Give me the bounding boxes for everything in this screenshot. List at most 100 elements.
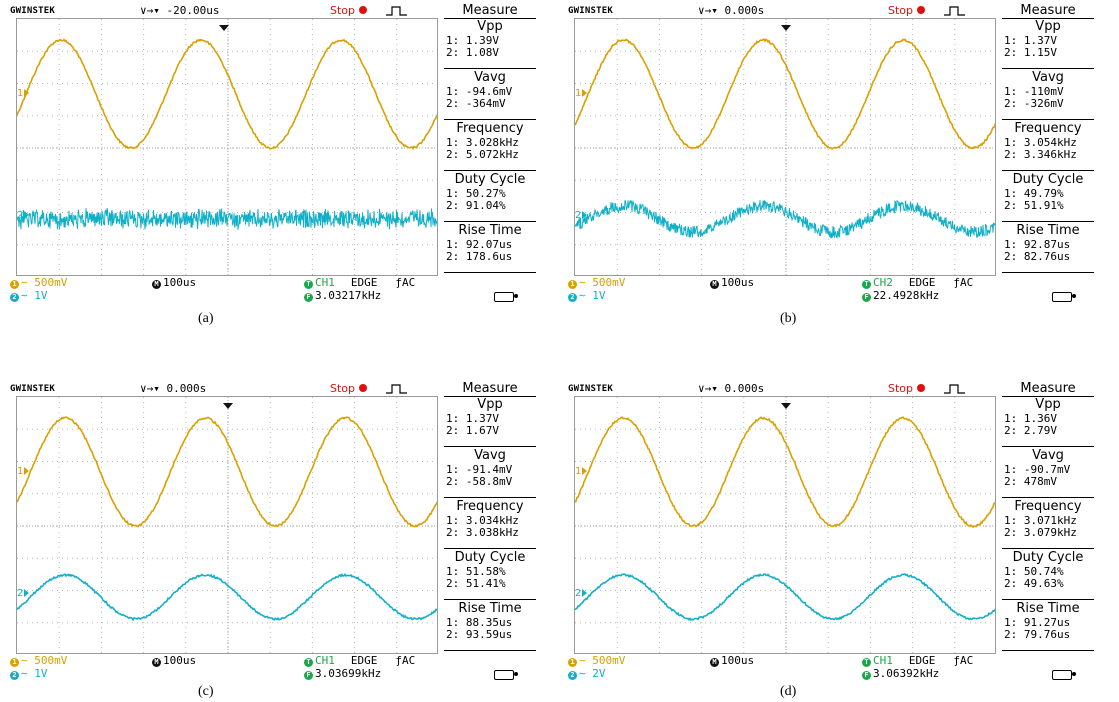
measure-item[interactable]: Duty Cycle 1: 49.79% 2: 51.91% <box>1002 172 1094 222</box>
measure-ch2-value: 2: 49.63% <box>1004 577 1064 590</box>
run-stop-status[interactable]: Stop <box>330 382 368 396</box>
trigger-source: CH2 <box>873 276 893 289</box>
trigger-badge-icon: T <box>304 280 313 289</box>
ch1-scale[interactable]: 1 ∼ 500mV <box>568 276 625 289</box>
measure-ch1-value: 1: -91.4mV <box>446 463 513 476</box>
measure-name: Duty Cycle <box>454 172 526 187</box>
ch2-scale[interactable]: 2 ∼ 2V <box>568 667 606 680</box>
ch2-scale[interactable]: 2 ∼ 1V <box>10 289 48 302</box>
trigger-settings[interactable]: T CH1 EDGE ƒAC <box>304 654 415 667</box>
trigger-position-marker-icon <box>223 403 233 409</box>
figure-caption: (d) <box>780 684 797 699</box>
ch1-scale-value: ∼ 500mV <box>579 654 626 667</box>
measure-item[interactable]: Vpp 1: 1.39V 2: 1.08V <box>444 19 536 69</box>
ch1-arrow-icon <box>24 467 30 475</box>
timebase[interactable]: M 100us <box>710 276 754 289</box>
ch1-scale-value: ∼ 500mV <box>21 276 68 289</box>
time-position: ∨→▾ 0.000s <box>140 382 207 395</box>
trigger-settings[interactable]: T CH1 EDGE ƒAC <box>304 276 415 289</box>
measure-item[interactable]: Duty Cycle 1: 51.58% 2: 51.41% <box>444 550 536 600</box>
ch2-scale-value: ∼ 1V <box>21 667 48 680</box>
measure-item[interactable]: Vavg 1: -91.4mV 2: -58.8mV <box>444 448 536 498</box>
measure-ch1-value: 1: 3.071kHz <box>1004 514 1077 527</box>
frequency-badge-icon: F <box>304 293 313 302</box>
time-position: ∨→▾ 0.000s <box>698 4 765 17</box>
time-position: ∨→▾ 0.000s <box>698 382 765 395</box>
ch2-scale[interactable]: 2 ∼ 1V <box>568 289 606 302</box>
measure-name: Frequency <box>456 499 524 514</box>
trigger-type: EDGE <box>350 654 378 667</box>
trigger-coupling: ƒAC <box>953 276 974 289</box>
measure-item[interactable]: Frequency 1: 3.028kHz 2: 5.072kHz <box>444 121 536 171</box>
measure-name: Vavg <box>1032 448 1064 463</box>
measure-item[interactable]: Rise Time 1: 88.35us 2: 93.59us <box>444 601 536 651</box>
ch2-badge-icon: 2 <box>568 293 577 302</box>
ch2-scale-value: ∼ 1V <box>21 289 48 302</box>
ch2-waveform <box>17 207 437 230</box>
measure-name: Rise Time <box>458 601 522 616</box>
time-position: ∨→▾ -20.00us <box>140 4 220 17</box>
measure-name: Vavg <box>1032 70 1064 85</box>
measure-item[interactable]: Vavg 1: -90.7mV 2: 478mV <box>1002 448 1094 498</box>
ch1-badge-icon: 1 <box>568 280 577 289</box>
measure-ch2-value: 2: 5.072kHz <box>446 148 519 161</box>
measure-ch1-value: 1: 88.35us <box>446 616 513 629</box>
trigger-type: EDGE <box>350 276 378 289</box>
run-stop-status[interactable]: Stop <box>888 4 926 18</box>
ch2-waveform <box>17 572 437 622</box>
measure-ch1-value: 1: 1.37V <box>1004 34 1057 47</box>
measure-ch2-value: 2: 1.67V <box>446 424 499 437</box>
timebase[interactable]: M 100us <box>152 276 196 289</box>
trigger-coupling: ƒAC <box>953 654 974 667</box>
measure-item[interactable]: Rise Time 1: 91.27us 2: 79.76us <box>1002 601 1094 651</box>
measure-item[interactable]: Duty Cycle 1: 50.27% 2: 91.04% <box>444 172 536 222</box>
top-status-bar: GWINSTEK ∨→▾ -20.00us Stop <box>8 4 448 18</box>
ch2-scale[interactable]: 2 ∼ 1V <box>10 667 48 680</box>
oscilloscope-screenshot: GWINSTEK ∨→▾ 0.000s Stop 1 2 Measure Vpp… <box>8 382 538 680</box>
measure-ch2-value: 2: -326mV <box>1004 97 1064 110</box>
timebase[interactable]: M 100us <box>710 654 754 667</box>
measure-ch1-value: 1: -110mV <box>1004 85 1064 98</box>
trigger-pulse-icon <box>386 6 407 16</box>
run-stop-status[interactable]: Stop <box>330 4 368 18</box>
measure-item[interactable]: Vpp 1: 1.36V 2: 2.79V <box>1002 397 1094 447</box>
trigger-settings[interactable]: T CH1 EDGE ƒAC <box>862 654 973 667</box>
ch1-scale[interactable]: 1 ∼ 500mV <box>10 654 67 667</box>
measure-item[interactable]: Frequency 1: 3.034kHz 2: 3.038kHz <box>444 499 536 549</box>
measure-ch1-value: 1: 3.034kHz <box>446 514 519 527</box>
brand-logo: GWINSTEK <box>10 384 55 394</box>
measure-item[interactable]: Duty Cycle 1: 50.74% 2: 49.63% <box>1002 550 1094 600</box>
measure-item[interactable]: Vavg 1: -94.6mV 2: -364mV <box>444 70 536 120</box>
measure-item[interactable]: Frequency 1: 3.071kHz 2: 3.079kHz <box>1002 499 1094 549</box>
timebase[interactable]: M 100us <box>152 654 196 667</box>
ch1-scale-value: ∼ 500mV <box>21 654 68 667</box>
measure-item[interactable]: Frequency 1: 3.054kHz 2: 3.346kHz <box>1002 121 1094 171</box>
ch1-badge-icon: 1 <box>10 280 19 289</box>
ch1-scale-value: ∼ 500mV <box>579 276 626 289</box>
measure-item[interactable]: Vpp 1: 1.37V 2: 1.15V <box>1002 19 1094 69</box>
measure-ch1-value: 1: 1.37V <box>446 412 499 425</box>
ch2-arrow-icon <box>24 589 30 597</box>
measure-ch2-value: 2: 3.346kHz <box>1004 148 1077 161</box>
brand-logo: GWINSTEK <box>10 6 55 16</box>
measure-ch2-value: 2: 1.15V <box>1004 46 1057 59</box>
ch1-scale[interactable]: 1 ∼ 500mV <box>10 276 67 289</box>
trigger-settings[interactable]: T CH2 EDGE ƒAC <box>862 276 973 289</box>
frequency-badge-icon: F <box>304 671 313 680</box>
measure-name: Rise Time <box>1016 223 1080 238</box>
ch2-ground-marker: 2 <box>17 589 30 599</box>
ch1-marker-label: 1 <box>17 466 24 477</box>
oscilloscope-screenshot: GWINSTEK ∨→▾ 0.000s Stop 1 2 Measure Vpp… <box>566 382 1096 680</box>
measure-panel-title: Measure <box>1002 4 1094 19</box>
ch1-scale[interactable]: 1 ∼ 500mV <box>568 654 625 667</box>
measure-ch2-value: 2: 478mV <box>1004 475 1057 488</box>
trigger-type: EDGE <box>908 654 936 667</box>
trigger-frequency-value: 3.03699kHz <box>315 667 382 680</box>
measure-item[interactable]: Vpp 1: 1.37V 2: 1.67V <box>444 397 536 447</box>
measure-item[interactable]: Vavg 1: -110mV 2: -326mV <box>1002 70 1094 120</box>
run-stop-status[interactable]: Stop <box>888 382 926 396</box>
figure-caption: (a) <box>198 311 214 326</box>
measure-item[interactable]: Rise Time 1: 92.07us 2: 178.6us <box>444 223 536 273</box>
measure-item[interactable]: Rise Time 1: 92.87us 2: 82.76us <box>1002 223 1094 273</box>
usb-icon <box>1052 292 1076 302</box>
